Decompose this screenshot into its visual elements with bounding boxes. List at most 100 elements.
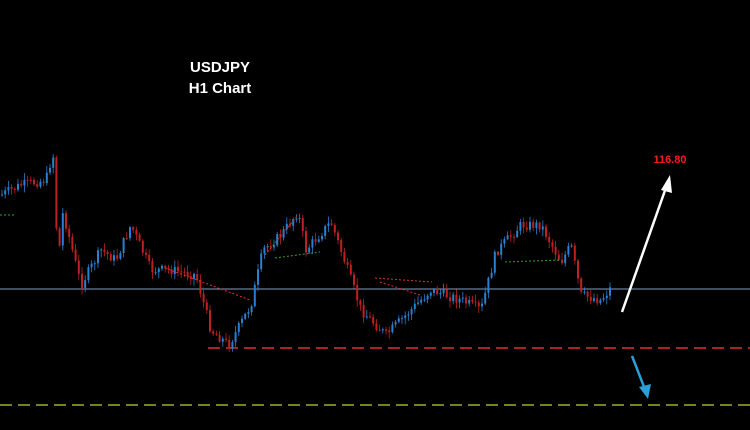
- candle-body: [237, 323, 240, 333]
- candle-body: [292, 219, 295, 226]
- candle-body: [391, 324, 394, 333]
- candle-body: [167, 268, 170, 270]
- candle-body: [234, 332, 237, 343]
- trend-lines: [0, 214, 561, 263]
- candle-body: [410, 309, 413, 315]
- candle-body: [298, 217, 301, 219]
- candle-body: [305, 231, 307, 253]
- candle-body: [141, 240, 144, 253]
- candle-body: [263, 247, 266, 254]
- candle-body: [103, 249, 106, 252]
- candle-body: [218, 334, 221, 342]
- candle-body: [519, 221, 522, 231]
- candle-body: [404, 315, 407, 319]
- candle-body: [381, 329, 384, 331]
- candle-body: [330, 223, 333, 225]
- candle-body: [369, 316, 371, 318]
- candle-body: [308, 247, 311, 253]
- candle-body: [311, 239, 314, 248]
- candle-body: [433, 288, 435, 293]
- candle-body: [545, 226, 547, 237]
- candle-body: [516, 230, 519, 238]
- candle-body: [557, 254, 560, 260]
- candle-body: [426, 295, 429, 300]
- candle-body: [468, 300, 471, 304]
- candle-body: [202, 293, 205, 303]
- candle-body: [106, 251, 109, 255]
- candle-body: [529, 221, 531, 230]
- candle-body: [340, 240, 343, 252]
- candle-body: [1, 194, 3, 196]
- candle-body: [180, 271, 183, 273]
- candle-body: [205, 302, 208, 311]
- candle-body: [407, 314, 410, 316]
- candle-body: [49, 167, 51, 173]
- target-label: 116.80: [653, 154, 686, 166]
- candle-body: [164, 265, 167, 269]
- candle-body: [154, 272, 157, 274]
- candle-body: [324, 225, 327, 236]
- candle-body: [538, 222, 541, 230]
- candle-body: [554, 246, 557, 255]
- candle-body: [442, 289, 445, 294]
- candle-body: [394, 321, 397, 325]
- candle-body: [231, 342, 234, 349]
- candle-body: [68, 228, 71, 238]
- candle-body: [132, 227, 135, 230]
- candle-body: [481, 303, 483, 307]
- candle-body: [151, 261, 154, 273]
- candle-body: [497, 251, 499, 255]
- candle-body: [7, 187, 10, 191]
- candle-body: [436, 288, 439, 295]
- candle-body: [375, 323, 378, 330]
- candle-body: [119, 253, 122, 259]
- candle-body: [20, 183, 23, 186]
- candle-body: [353, 274, 355, 285]
- candle-body: [596, 298, 599, 304]
- candle-body: [465, 297, 467, 304]
- candle-body: [314, 239, 317, 242]
- pattern-lines: [164, 214, 433, 301]
- bearish-arrow: [630, 355, 651, 399]
- candle-body: [269, 246, 272, 248]
- candle-body: [343, 251, 346, 263]
- candle-body: [577, 260, 579, 279]
- candle-body: [250, 306, 253, 313]
- candle-body: [500, 243, 503, 255]
- candle-body: [506, 235, 509, 240]
- candle-body: [90, 263, 93, 268]
- candle-body: [397, 318, 400, 322]
- candle-body: [13, 188, 16, 190]
- candle-body: [52, 157, 55, 168]
- candle-body: [477, 302, 480, 307]
- candle-body: [45, 172, 48, 184]
- candle-body: [77, 260, 80, 274]
- candle-body: [116, 255, 119, 259]
- candle-body: [362, 304, 365, 318]
- candle-body: [458, 298, 461, 303]
- candle-body: [471, 300, 474, 302]
- candle-body: [423, 299, 426, 301]
- candle-body: [439, 293, 442, 295]
- candle-body: [285, 223, 288, 230]
- candle-body: [561, 259, 563, 264]
- candle-body: [122, 238, 125, 254]
- candle-body: [378, 329, 381, 331]
- candle-body: [33, 179, 35, 185]
- candle-body: [36, 184, 39, 187]
- candle-body: [452, 294, 455, 301]
- candle-body: [599, 299, 602, 304]
- candle-body: [257, 269, 259, 285]
- candle-body: [509, 235, 512, 237]
- candle-body: [196, 274, 199, 280]
- candle-body: [87, 267, 90, 281]
- candle-body: [493, 251, 496, 273]
- candle-body: [295, 218, 298, 220]
- candle-body: [573, 245, 576, 261]
- candle-body: [113, 255, 115, 261]
- candle-body: [186, 271, 189, 277]
- candle-body: [241, 318, 243, 324]
- candle-body: [356, 284, 359, 301]
- candle-body: [593, 298, 595, 301]
- candle-body: [401, 318, 403, 320]
